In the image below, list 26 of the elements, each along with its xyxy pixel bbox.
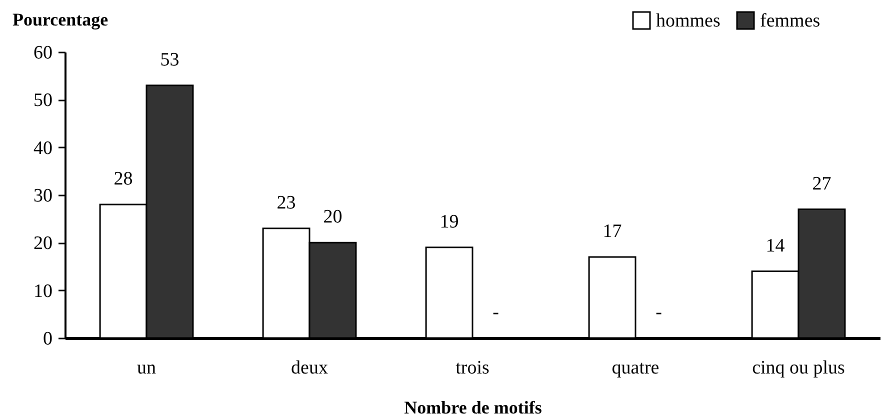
y-tick-label: 60 <box>34 42 52 64</box>
data-label: 19 <box>440 211 459 232</box>
data-label: 17 <box>602 220 622 242</box>
data-label: 23 <box>276 192 296 214</box>
x-tick-label: deux <box>291 358 328 378</box>
y-tick-label: 30 <box>34 186 52 206</box>
text: - <box>492 302 499 323</box>
y-tick-label: 40 <box>34 138 52 159</box>
legend-label: femmes <box>760 10 820 32</box>
legend-label: hommes <box>656 10 720 32</box>
y-tick-label: 0 <box>43 328 52 350</box>
text: - <box>656 302 662 323</box>
data-label: 20 <box>323 206 342 228</box>
x-tick-label: un <box>137 358 156 378</box>
x-tick-label: trois <box>456 358 490 378</box>
y-tick-label: 50 <box>34 90 52 112</box>
data-label: 27 <box>812 173 832 194</box>
y-axis-title: Pourcentage <box>12 10 108 30</box>
x-tick-label: quatre <box>612 358 660 378</box>
data-label: 14 <box>766 235 786 256</box>
data-label: 53 <box>160 49 180 70</box>
y-tick-label: 10 <box>34 280 52 302</box>
data-label: 28 <box>114 168 133 190</box>
y-tick-label: 20 <box>34 233 52 254</box>
x-axis-title: Nombre de motifs <box>404 398 542 418</box>
x-tick-label: cinq ou plus <box>752 358 845 378</box>
